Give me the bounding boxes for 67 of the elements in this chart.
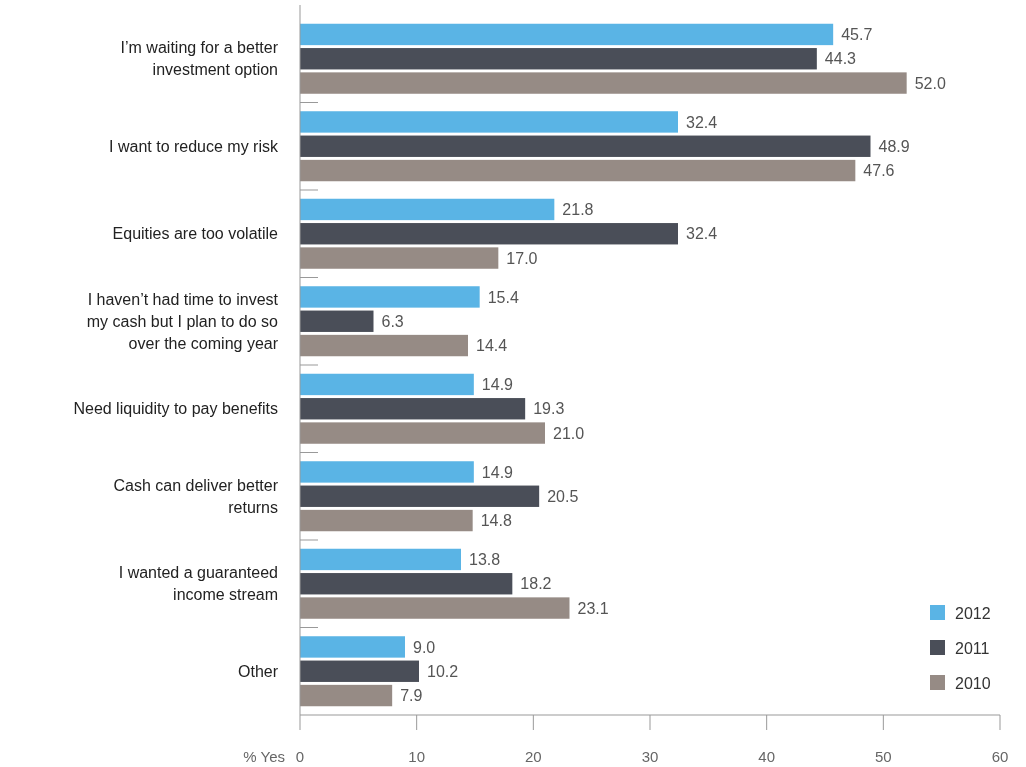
bar xyxy=(300,334,468,357)
bar xyxy=(300,310,374,332)
data-label: 21.0 xyxy=(553,424,585,442)
bar xyxy=(300,135,871,157)
data-label: 14.9 xyxy=(481,376,514,394)
data-label: 14.4 xyxy=(476,337,508,355)
data-label: 23.1 xyxy=(577,599,609,617)
data-label: 18.2 xyxy=(520,575,552,593)
bar xyxy=(300,159,856,182)
x-tick-label: 20 xyxy=(524,748,542,765)
data-label: 32.4 xyxy=(686,113,718,131)
bar xyxy=(300,398,526,420)
x-tick-label: 0 xyxy=(295,748,305,765)
bar xyxy=(300,198,555,221)
data-label: 44.3 xyxy=(824,50,857,68)
x-tick-label: 40 xyxy=(758,748,776,765)
bar xyxy=(300,636,405,658)
data-label: 10.2 xyxy=(427,662,459,680)
bar xyxy=(300,23,834,46)
legend-label: 2010 xyxy=(955,674,991,692)
y-tick-label: I want to reduce my risk xyxy=(109,137,279,155)
data-label: 14.9 xyxy=(481,463,514,481)
data-label: 52.0 xyxy=(914,74,946,92)
y-tick-label: Cash can deliver better returns xyxy=(113,476,279,516)
bar xyxy=(300,573,513,595)
data-label: 48.9 xyxy=(878,137,910,155)
bar xyxy=(300,485,540,507)
bar xyxy=(300,247,499,269)
x-tick-label: 50 xyxy=(874,748,892,765)
data-label: 13.8 xyxy=(469,551,501,569)
bar xyxy=(300,72,907,94)
bar xyxy=(300,548,461,571)
legend-label: 2011 xyxy=(955,639,990,657)
data-label: 20.5 xyxy=(547,487,579,505)
data-label: 19.3 xyxy=(533,400,565,418)
x-tick-label: 30 xyxy=(641,748,659,765)
data-label: 15.4 xyxy=(487,288,519,306)
x-tick-label: 60 xyxy=(991,748,1009,765)
data-label: 9.0 xyxy=(413,638,436,656)
y-tick-label: I wanted a guaranteed income stream xyxy=(118,564,278,604)
data-label: 17.0 xyxy=(506,249,538,267)
bar xyxy=(300,223,678,245)
y-tick-label: Equities are too volatile xyxy=(112,225,279,243)
x-tick-label: 10 xyxy=(408,748,426,765)
y-tick-label: I’m waiting for a better investment option xyxy=(120,39,279,79)
bar xyxy=(300,509,473,532)
bar xyxy=(300,597,570,619)
data-label: 6.3 xyxy=(381,312,404,330)
bar xyxy=(300,373,474,396)
data-label: 7.9 xyxy=(400,687,423,705)
bar xyxy=(300,111,678,133)
bar xyxy=(300,48,817,70)
bar xyxy=(300,660,419,682)
y-tick-label: I haven’t had time to invest my cash but I plan to do so over the coming year xyxy=(86,290,279,352)
x-axis-title: % Yes xyxy=(243,748,285,765)
data-label: 14.8 xyxy=(480,512,512,530)
y-tick-label: Other xyxy=(237,662,279,680)
data-label: 32.4 xyxy=(686,225,718,243)
bar xyxy=(300,422,545,444)
data-label: 47.6 xyxy=(863,162,895,180)
bar xyxy=(300,684,393,707)
bar xyxy=(300,461,474,483)
data-label: 45.7 xyxy=(841,26,873,44)
legend-label: 2012 xyxy=(955,604,991,622)
bar xyxy=(300,286,480,308)
data-label: 21.8 xyxy=(562,201,594,219)
y-tick-label: Need liquidity to pay benefits xyxy=(73,400,278,418)
